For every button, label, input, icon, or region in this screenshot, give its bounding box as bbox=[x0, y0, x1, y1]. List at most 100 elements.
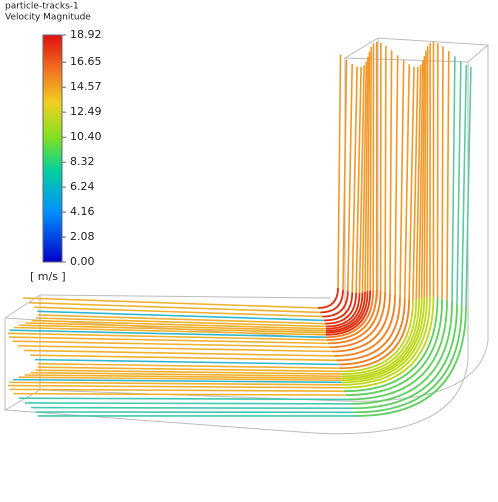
particle-tracks bbox=[7, 42, 472, 417]
track-segment bbox=[13, 392, 346, 396]
track-segment bbox=[324, 292, 354, 322]
track-segment bbox=[35, 317, 326, 328]
track-segment bbox=[35, 369, 342, 375]
track-segment bbox=[399, 60, 405, 297]
track-segment bbox=[13, 326, 326, 336]
track-segment bbox=[341, 299, 420, 378]
track-segment bbox=[364, 56, 369, 292]
track-segment bbox=[30, 371, 342, 378]
colorbar-label: 4.16 bbox=[70, 205, 95, 218]
track-segment bbox=[460, 64, 468, 306]
track-segment bbox=[30, 406, 353, 410]
track-segment bbox=[394, 55, 399, 296]
track-segment bbox=[412, 66, 419, 300]
track-segment bbox=[343, 297, 439, 393]
track-segment bbox=[30, 354, 337, 362]
track-segment bbox=[347, 63, 353, 292]
track-segment bbox=[9, 388, 344, 392]
track-segment bbox=[326, 292, 364, 330]
track-segment bbox=[345, 298, 444, 397]
legend-subtitle: Velocity Magnitude bbox=[5, 13, 91, 23]
track-segment bbox=[325, 290, 369, 334]
colorbar-label: 12.49 bbox=[70, 105, 102, 118]
track-segment bbox=[12, 340, 330, 349]
track-segment bbox=[326, 290, 378, 341]
track-segment bbox=[341, 298, 423, 380]
track-segment bbox=[347, 300, 448, 401]
track-segment bbox=[338, 298, 406, 366]
track-segment bbox=[403, 64, 411, 299]
track-segment bbox=[9, 381, 342, 386]
track-segment bbox=[418, 60, 424, 300]
track-segment bbox=[29, 301, 321, 314]
track-segment bbox=[420, 55, 426, 299]
track-segment bbox=[19, 324, 326, 334]
colorbar-label: 0.00 bbox=[70, 255, 95, 268]
legend-title: particle-tracks-1 bbox=[5, 2, 79, 12]
track-segment bbox=[451, 56, 456, 303]
colorbar bbox=[42, 34, 63, 263]
track-segment bbox=[341, 297, 426, 382]
track-segment bbox=[329, 291, 387, 349]
track-segment bbox=[366, 51, 371, 291]
track-segment bbox=[389, 50, 393, 294]
track-segment bbox=[31, 319, 327, 330]
track-segment bbox=[337, 54, 342, 289]
colorbar-label: 6.24 bbox=[70, 180, 95, 193]
track-segment bbox=[322, 291, 349, 318]
track-segment bbox=[325, 290, 372, 336]
track-segment bbox=[341, 299, 414, 373]
track-segment bbox=[355, 305, 467, 417]
track-segment bbox=[25, 402, 351, 405]
track-segment bbox=[34, 358, 339, 366]
track-segment bbox=[354, 305, 463, 414]
colorbar-label: 8.32 bbox=[70, 155, 95, 168]
track-segment bbox=[327, 290, 382, 345]
track-segment bbox=[17, 344, 332, 353]
track-segment bbox=[317, 287, 339, 309]
colorbar-label: 10.40 bbox=[70, 130, 102, 143]
track-segment bbox=[37, 314, 326, 325]
track-segment bbox=[325, 292, 361, 328]
track-segment bbox=[8, 336, 328, 345]
track-segment bbox=[18, 376, 342, 382]
track-segment bbox=[320, 289, 344, 314]
track-segment bbox=[456, 61, 462, 304]
track-segment bbox=[37, 362, 341, 369]
track-segment bbox=[342, 296, 435, 389]
track-segment bbox=[37, 366, 342, 373]
track-segment bbox=[12, 378, 342, 384]
track-segment bbox=[341, 296, 431, 386]
track-segment bbox=[9, 329, 326, 338]
track-segment bbox=[408, 66, 415, 300]
track-segment bbox=[342, 59, 348, 290]
track-segment bbox=[8, 332, 327, 341]
legend-unit: [ m/s ] bbox=[30, 270, 66, 283]
track-segment bbox=[441, 46, 444, 299]
track-segment bbox=[25, 322, 326, 332]
track-segment bbox=[325, 292, 358, 325]
track-segment bbox=[331, 293, 391, 353]
track-segment bbox=[355, 66, 362, 293]
track-segment bbox=[37, 310, 325, 322]
track-segment bbox=[446, 50, 450, 301]
track-segment bbox=[350, 302, 453, 405]
track-segment bbox=[340, 299, 411, 370]
track-segment bbox=[423, 50, 427, 298]
track-segment bbox=[34, 306, 323, 318]
track-segment bbox=[352, 303, 458, 410]
track-segment bbox=[7, 384, 343, 389]
track-segment bbox=[24, 349, 335, 357]
track-segment bbox=[465, 66, 472, 306]
track-segment bbox=[341, 299, 418, 375]
track-segment bbox=[351, 66, 358, 293]
track-segment bbox=[361, 61, 368, 293]
track-segment bbox=[24, 374, 342, 380]
colorbar-label: 2.08 bbox=[70, 230, 95, 243]
track-segment bbox=[325, 289, 375, 339]
colorbar-label: 16.65 bbox=[70, 55, 102, 68]
track-segment bbox=[415, 64, 422, 300]
track-segment bbox=[18, 397, 348, 401]
